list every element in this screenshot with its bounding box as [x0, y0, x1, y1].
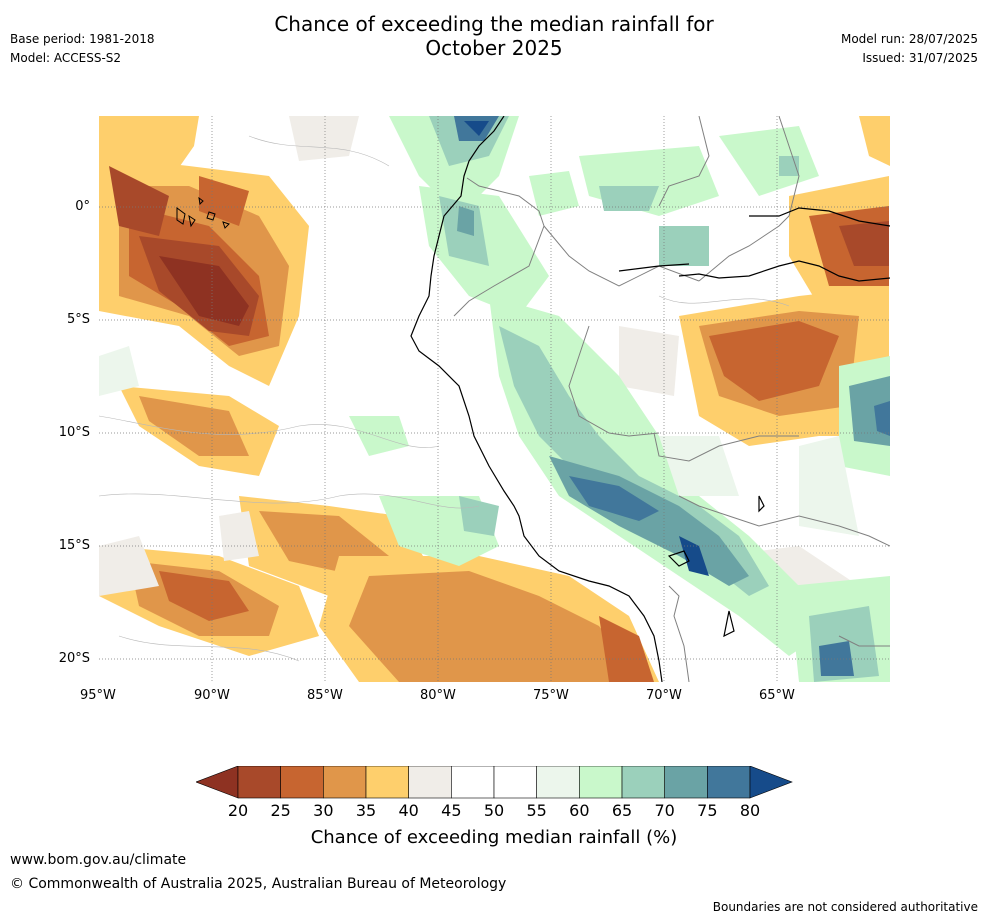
colorbar-cell [664, 766, 708, 799]
rainfall-probability-map [99, 116, 890, 682]
boundary-disclaimer: Boundaries are not considered authoritat… [712, 900, 978, 914]
colorbar-label: 35 [355, 801, 377, 820]
base-period: Base period: 1981-2018 [10, 32, 155, 46]
colorbar-label: 70 [654, 801, 675, 820]
colorbar-title: Chance of exceeding median rainfall (%) [310, 827, 678, 848]
y-tick-10s: 10°S [58, 425, 90, 440]
colorbar-label: 55 [526, 801, 547, 820]
colorbar-cell [280, 766, 324, 799]
colorbar-label: 25 [270, 801, 291, 820]
colorbar [196, 766, 793, 799]
colorbar-low-extend [196, 766, 239, 799]
x-tick-85w: 85°W [307, 688, 343, 703]
map-title: Chance of exceeding the median rainfall … [0, 12, 988, 60]
colorbar-high-extend [749, 766, 793, 799]
colorbar-cell [621, 766, 665, 799]
colorbar-label: 65 [611, 801, 633, 820]
colorbar-label: 30 [313, 801, 334, 820]
colorbar-cell [493, 766, 537, 799]
galapagos-islands [176, 196, 230, 229]
above-median-areas [99, 116, 890, 682]
colorbar-cell [365, 766, 409, 799]
colorbar-label: 45 [441, 801, 462, 820]
issued-date: Issued: 31/07/2025 [862, 51, 978, 65]
x-tick-65w: 65°W [759, 688, 795, 703]
graticule [99, 116, 890, 682]
model-run: Model run: 28/07/2025 [840, 32, 978, 46]
country-borders [453, 116, 890, 682]
colorbar-cell [707, 766, 751, 799]
colorbar-cells [237, 766, 751, 799]
colorbar-cell [323, 766, 367, 799]
y-tick-15s: 15°S [58, 538, 90, 553]
website-link[interactable]: www.bom.gov.au/climate [10, 852, 187, 868]
title-line-2: October 2025 [425, 36, 563, 60]
colorbar-label: 40 [398, 801, 419, 820]
colorbar-label: 80 [739, 801, 761, 820]
colorbar-labels: 20 25 30 35 40 45 50 55 60 65 70 75 80 [196, 801, 794, 821]
y-tick-0: 0° [75, 199, 90, 214]
below-median-areas [99, 116, 890, 682]
contour-lines [99, 135, 790, 662]
colorbar-label: 60 [569, 801, 590, 820]
title-line-1: Chance of exceeding the median rainfall … [274, 12, 714, 36]
model-name: Model: ACCESS-S2 [10, 51, 122, 65]
x-tick-90w: 90°W [194, 688, 230, 703]
coastlines [410, 116, 890, 682]
x-tick-95w: 95°W [80, 688, 116, 703]
colorbar-label: 75 [697, 801, 718, 820]
colorbar-cell [237, 766, 281, 799]
y-tick-5s: 5°S [66, 312, 90, 327]
colorbar-label: 50 [483, 801, 505, 820]
x-tick-80w: 80°W [420, 688, 456, 703]
colorbar-cell [408, 766, 452, 799]
colorbar-cell [536, 766, 580, 799]
colorbar-label: 20 [227, 801, 249, 820]
colorbar-cell [451, 766, 495, 799]
probability-fields [99, 116, 890, 682]
x-tick-70w: 70°W [646, 688, 682, 703]
x-tick-75w: 75°W [533, 688, 569, 703]
y-tick-20s: 20°S [58, 651, 90, 666]
colorbar-cell [579, 766, 623, 799]
copyright-notice: © Commonwealth of Australia 2025, Austra… [10, 876, 507, 892]
